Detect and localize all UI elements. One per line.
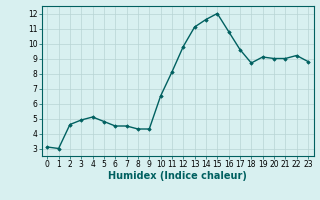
X-axis label: Humidex (Indice chaleur): Humidex (Indice chaleur) — [108, 171, 247, 181]
